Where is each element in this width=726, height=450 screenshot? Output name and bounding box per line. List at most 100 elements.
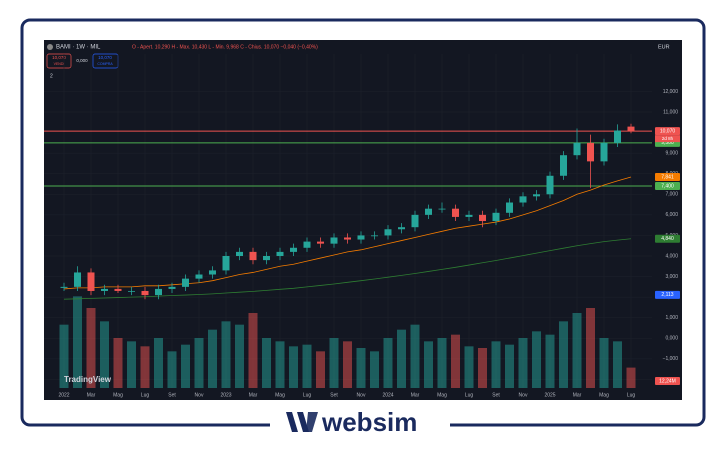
y-tick-label: −1,000 bbox=[663, 356, 679, 362]
candle-body bbox=[155, 288, 162, 296]
indicators-count[interactable]: 2 bbox=[50, 73, 53, 79]
x-tick-label: Mar bbox=[573, 392, 582, 398]
x-tick-label: Mar bbox=[249, 392, 258, 398]
volume-bar bbox=[194, 338, 204, 388]
y-tick-label: 12,000 bbox=[663, 89, 679, 95]
volume-bar bbox=[221, 321, 231, 388]
watermark: TradingView bbox=[64, 375, 112, 384]
x-tick-label: Mar bbox=[411, 392, 420, 398]
volume-bar bbox=[262, 338, 271, 388]
countdown-box bbox=[655, 135, 680, 143]
buy-label[interactable]: COMPRA bbox=[97, 62, 113, 66]
candle-body bbox=[357, 235, 365, 240]
volume-bar bbox=[167, 351, 177, 388]
candle-body bbox=[600, 142, 608, 162]
currency: EUR bbox=[658, 44, 670, 50]
x-tick-label: Mag bbox=[275, 392, 285, 398]
y-tick-label: 1,000 bbox=[665, 315, 678, 321]
candle-body bbox=[101, 288, 108, 291]
volume-bar bbox=[532, 331, 541, 388]
y-tick-label: 11,000 bbox=[663, 109, 678, 115]
candle-body bbox=[168, 286, 176, 289]
price-label: 7,841 bbox=[661, 174, 674, 180]
volume-bar bbox=[599, 338, 609, 388]
volume-bar bbox=[518, 338, 528, 388]
volume-bar bbox=[59, 324, 69, 388]
sell-button[interactable] bbox=[46, 53, 72, 69]
candle-body bbox=[384, 229, 392, 236]
x-tick-label: Set bbox=[168, 392, 176, 398]
candle-body bbox=[236, 251, 243, 256]
candle-body bbox=[317, 241, 324, 244]
buy-price[interactable]: 10,070 bbox=[98, 55, 112, 60]
candle-body bbox=[344, 237, 351, 240]
candle-body bbox=[627, 126, 635, 132]
price-label-box bbox=[655, 290, 680, 299]
y-tick-label: 0,000 bbox=[665, 336, 678, 342]
x-tick-label: Lug bbox=[141, 392, 150, 398]
volume-bar bbox=[437, 338, 447, 388]
candle-body bbox=[195, 274, 203, 279]
volume-bar bbox=[370, 351, 379, 388]
candle-body bbox=[128, 290, 135, 292]
volume-bar bbox=[289, 346, 298, 388]
volume-bar bbox=[140, 346, 150, 388]
price-label: 4,840 bbox=[661, 236, 674, 242]
x-tick-label: 2022 bbox=[58, 392, 69, 398]
candle-body bbox=[87, 272, 95, 291]
x-tick-label: Mag bbox=[437, 392, 447, 398]
volume-bar bbox=[545, 334, 555, 388]
price-label-box bbox=[655, 127, 680, 136]
candle-body bbox=[519, 196, 527, 203]
y-tick-label: 4,000 bbox=[665, 253, 678, 259]
brand: websim bbox=[321, 407, 417, 437]
candle-body bbox=[425, 208, 432, 215]
symbol[interactable]: BAMI · 1W · MIL bbox=[56, 45, 101, 51]
candle-body bbox=[533, 194, 540, 197]
x-tick-label: Lug bbox=[303, 392, 312, 398]
volume-bar bbox=[451, 334, 460, 388]
logo-icon bbox=[286, 412, 318, 432]
candle-body bbox=[222, 256, 230, 271]
volume-bar bbox=[343, 341, 352, 388]
volume-bar bbox=[329, 338, 339, 388]
symbol-icon bbox=[47, 44, 53, 50]
countdown: 2d 8h bbox=[662, 136, 674, 141]
candle-body bbox=[114, 288, 122, 291]
candle-body bbox=[479, 214, 486, 222]
volume-bar bbox=[586, 308, 595, 388]
ohlc: O - Apert. 10,290 H - Max. 10,430 L - Mi… bbox=[132, 44, 318, 50]
volume-bar bbox=[626, 367, 636, 388]
candle-body bbox=[141, 290, 149, 296]
volume-bar bbox=[235, 324, 244, 388]
x-tick-label: Nov bbox=[195, 392, 204, 398]
x-tick-label: 2025 bbox=[544, 392, 555, 398]
candle-body bbox=[60, 286, 68, 288]
candle-body bbox=[276, 251, 284, 256]
sell-label[interactable]: VENDI bbox=[54, 62, 65, 66]
volume-bar bbox=[302, 344, 312, 388]
volume-bar bbox=[113, 338, 123, 388]
volume-bar bbox=[100, 321, 109, 388]
x-tick-label: Mag bbox=[113, 392, 123, 398]
x-tick-label: Nov bbox=[357, 392, 366, 398]
candle-body bbox=[587, 142, 594, 162]
volume-bar bbox=[208, 329, 217, 388]
candle-body bbox=[290, 247, 297, 252]
volume-bar bbox=[356, 348, 366, 388]
x-tick-label: Set bbox=[492, 392, 500, 398]
candle-body bbox=[209, 270, 216, 275]
volume-bar bbox=[613, 341, 622, 388]
x-tick-label: Lug bbox=[627, 392, 636, 398]
candle-body bbox=[506, 202, 513, 213]
x-tick-label: 2023 bbox=[220, 392, 231, 398]
volume-label: 12,24M bbox=[659, 378, 676, 384]
volume-bar bbox=[397, 329, 406, 388]
x-tick-label: Lug bbox=[465, 392, 474, 398]
volume-bar bbox=[464, 346, 474, 388]
sell-price[interactable]: 10,070 bbox=[52, 55, 66, 60]
price-label-box bbox=[655, 234, 680, 243]
plot: 12,00011,0009,0008,0007,0006,0005,0004,0… bbox=[44, 54, 680, 398]
candle-body bbox=[249, 251, 257, 261]
candle-body bbox=[452, 208, 459, 217]
